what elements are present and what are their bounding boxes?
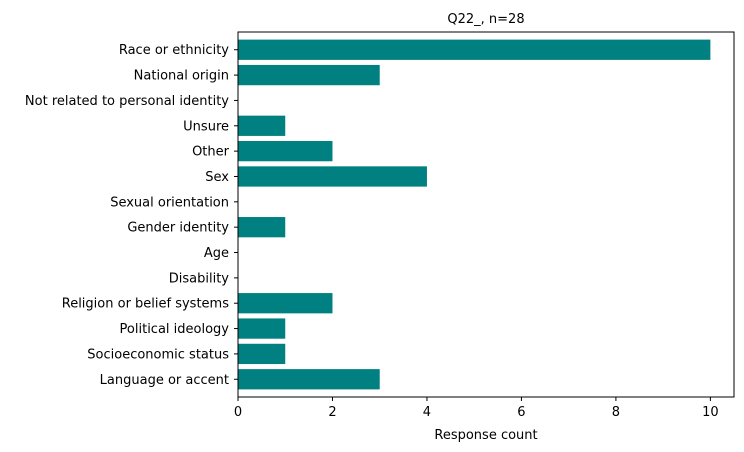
y-tick-label: Disability: [169, 271, 230, 286]
x-tick-label: 8: [612, 405, 620, 420]
y-tick-label: Not related to personal identity: [25, 94, 229, 109]
y-tick-label: Gender identity: [127, 221, 229, 236]
plot-frame: [237, 31, 735, 398]
bar: [238, 166, 427, 187]
bar: [238, 343, 286, 365]
bar: [238, 318, 286, 339]
y-tick-label: Sexual orientation: [110, 195, 229, 210]
y-tick-label: Religion or belief systems: [62, 297, 229, 312]
chart-title: Q22_, n=28: [447, 12, 524, 27]
y-tick-label: Other: [192, 145, 230, 160]
x-tick-label: 2: [328, 405, 336, 420]
bars: [238, 39, 711, 390]
bar: [238, 217, 286, 238]
bar: [238, 64, 380, 86]
x-tick-label: 10: [702, 405, 719, 420]
x-tick-label: 6: [517, 405, 525, 420]
bar: [238, 369, 380, 390]
y-tick-label: Socioeconomic status: [87, 347, 229, 362]
bar: [238, 293, 333, 314]
y-axis-ticks: Race or ethnicity National origin Not rela…: [25, 43, 238, 388]
x-tick-label: 0: [234, 405, 242, 420]
bar: [238, 115, 286, 136]
bar: [238, 140, 333, 162]
y-tick-label: National origin: [134, 69, 229, 84]
y-tick-label: Sex: [205, 170, 229, 185]
x-axis-label: Response count: [434, 428, 537, 443]
x-tick-label: 4: [423, 405, 431, 420]
x-axis-ticks: 0 2 4 6 8 10: [234, 397, 719, 420]
y-tick-label: Political ideology: [120, 322, 230, 337]
y-tick-label: Unsure: [183, 119, 229, 134]
y-tick-label: Language or accent: [100, 373, 229, 388]
y-tick-label: Race or ethnicity: [119, 43, 229, 58]
bar: [238, 39, 711, 60]
y-tick-label: Age: [204, 246, 229, 261]
